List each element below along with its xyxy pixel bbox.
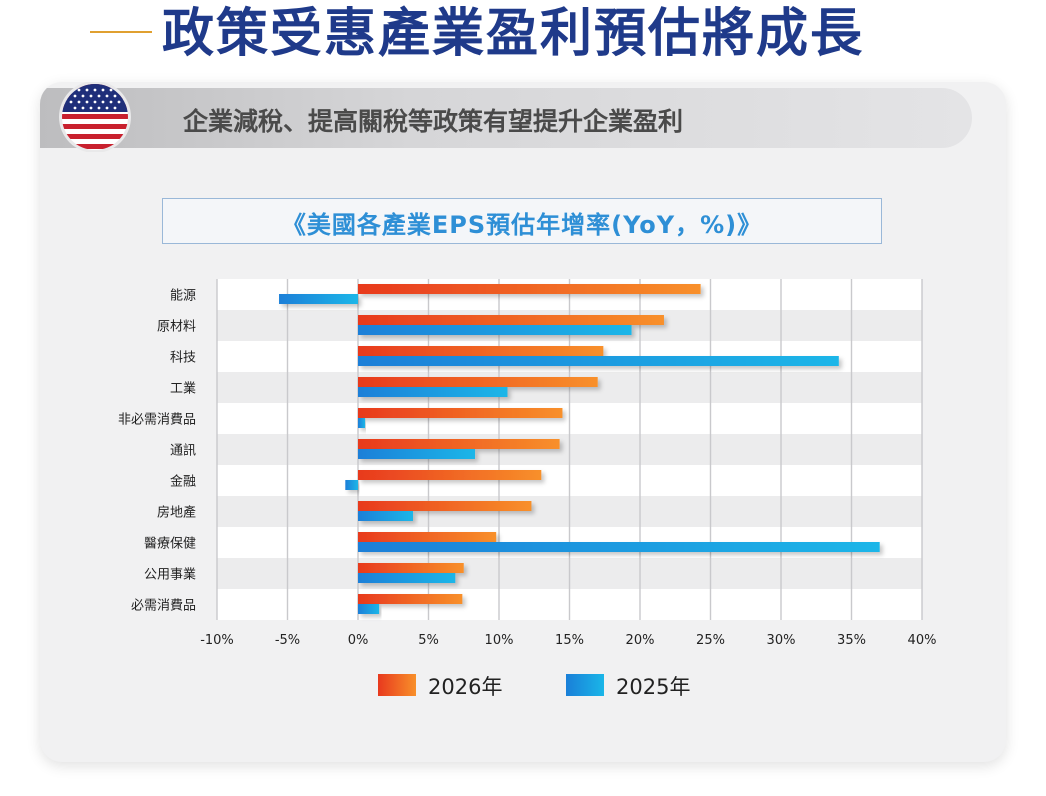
bar-2026 bbox=[358, 532, 497, 542]
bar-2025 bbox=[358, 449, 476, 459]
category-label: 原材料 bbox=[157, 320, 196, 335]
chart-card: 企業減稅、提高關稅等政策有望提升企業盈利 《美國各產業EPS預估年增率(Y bbox=[40, 82, 1006, 762]
category-label: 通訊 bbox=[170, 444, 196, 459]
x-tick-label: 30% bbox=[767, 633, 796, 648]
category-label: 金融 bbox=[170, 474, 196, 490]
category-label: 科技 bbox=[170, 351, 196, 366]
bar-2026 bbox=[358, 594, 463, 604]
category-label: 醫療保健 bbox=[144, 537, 196, 552]
x-tick-label: 15% bbox=[555, 633, 584, 648]
x-tick-label: 0% bbox=[348, 633, 369, 648]
bar-2025 bbox=[345, 480, 358, 490]
bar-2026 bbox=[358, 563, 464, 573]
category-label: 公用事業 bbox=[144, 567, 196, 583]
category-label: 工業 bbox=[170, 381, 196, 397]
bar-2025 bbox=[358, 356, 839, 366]
legend-swatch-2025 bbox=[566, 674, 604, 696]
legend-swatch-2026 bbox=[378, 674, 416, 696]
category-label: 能源 bbox=[170, 289, 196, 304]
bar-2026 bbox=[358, 408, 563, 418]
bar-2026 bbox=[358, 346, 604, 356]
banner-subtitle: 企業減稅、提高關稅等政策有望提升企業盈利 bbox=[183, 107, 684, 136]
bar-2026 bbox=[358, 315, 664, 325]
chart-title: 《美國各產業EPS預估年增率(YoY，%)》 bbox=[281, 211, 763, 239]
category-label: 必需消費品 bbox=[131, 599, 196, 614]
category-label: 非必需消費品 bbox=[118, 413, 196, 428]
bar-2025 bbox=[358, 542, 880, 552]
x-tick-label: 35% bbox=[837, 633, 866, 648]
x-tick-label: 5% bbox=[418, 633, 439, 648]
subtitle-banner: 企業減稅、提高關稅等政策有望提升企業盈利 bbox=[40, 88, 972, 148]
bar-2025 bbox=[279, 294, 358, 304]
bar-2026 bbox=[358, 439, 560, 449]
x-tick-label: 20% bbox=[626, 633, 655, 648]
bar-2025 bbox=[358, 511, 413, 521]
chart-title-box: 《美國各產業EPS預估年增率(YoY，%)》 bbox=[162, 198, 882, 244]
bar-2025 bbox=[358, 604, 380, 614]
x-tick-label: -10% bbox=[200, 633, 234, 648]
x-tick-label: 10% bbox=[485, 633, 514, 648]
legend-label-2026: 2026年 bbox=[428, 675, 503, 699]
category-label: 房地產 bbox=[157, 505, 196, 521]
bar-2025 bbox=[358, 387, 508, 397]
bar-2026 bbox=[358, 470, 542, 480]
title-accent-line bbox=[90, 31, 152, 33]
bar-2026 bbox=[358, 377, 598, 387]
bar-2026 bbox=[358, 284, 701, 294]
x-tick-label: 40% bbox=[908, 633, 937, 648]
bar-2026 bbox=[358, 501, 532, 511]
legend-label-2025: 2025年 bbox=[616, 675, 691, 699]
bar-2025 bbox=[358, 573, 456, 583]
bar-2025 bbox=[358, 325, 632, 335]
page-title: 政策受惠產業盈利預估將成長 bbox=[162, 4, 865, 64]
us-flag-icon bbox=[59, 82, 131, 152]
x-tick-label: 25% bbox=[696, 633, 725, 648]
x-tick-label: -5% bbox=[275, 633, 300, 648]
bar-2025 bbox=[358, 418, 366, 428]
